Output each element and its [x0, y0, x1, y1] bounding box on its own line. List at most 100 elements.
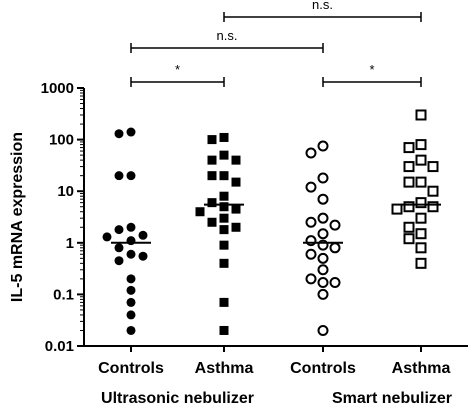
data-point [317, 288, 329, 300]
data-point [391, 203, 403, 215]
data-point [403, 221, 415, 233]
data-point [219, 171, 229, 181]
data-point [317, 212, 329, 224]
data-point [317, 172, 329, 184]
data-point [114, 129, 124, 139]
data-point [231, 177, 241, 187]
data-point [219, 191, 229, 201]
bracket-0 [130, 77, 225, 87]
data-point [427, 201, 439, 213]
bracket-label-3: n.s. [312, 0, 333, 12]
data-point [317, 193, 329, 205]
data-point [126, 325, 136, 335]
data-point [138, 230, 148, 240]
category-label-3: Asthma [392, 360, 451, 377]
data-point [231, 204, 241, 214]
data-points [102, 109, 439, 336]
axes [77, 87, 468, 352]
data-point [415, 139, 427, 151]
data-point [126, 236, 136, 246]
category-label-0: Controls [98, 360, 164, 377]
data-point [317, 324, 329, 336]
data-point [329, 277, 341, 289]
data-point [415, 242, 427, 254]
data-point [231, 222, 241, 232]
data-point [305, 216, 317, 228]
bracket-3 [223, 12, 422, 22]
data-point [415, 212, 427, 224]
data-point [207, 135, 217, 145]
significance-brackets [130, 12, 422, 87]
group-label-0: Ultrasonic nebulizer [101, 390, 254, 407]
data-point [219, 240, 229, 250]
labels: 0.01 0.1 1 10 100 1000 Controls Asthma Controls A… [9, 0, 452, 407]
data-point [102, 232, 112, 242]
category-label-2: Controls [290, 360, 356, 377]
data-point [126, 310, 136, 320]
data-point [231, 155, 241, 165]
data-point [114, 256, 124, 266]
y-tick-label-1: 0.1 [53, 286, 74, 303]
data-point [305, 248, 317, 260]
bracket-2 [130, 43, 324, 53]
data-point [415, 109, 427, 121]
data-point [415, 228, 427, 240]
data-point [219, 213, 229, 223]
data-point [415, 197, 427, 209]
data-point [126, 222, 136, 232]
bracket-label-2: n.s. [217, 28, 238, 43]
data-point [207, 198, 217, 208]
y-tick-label-2: 1 [66, 235, 74, 252]
data-point [138, 251, 148, 261]
data-point [427, 185, 439, 197]
data-point [126, 297, 136, 307]
data-point [415, 176, 427, 188]
data-point [403, 176, 415, 188]
data-point [329, 219, 341, 231]
data-point [195, 207, 205, 217]
y-tick-label-4: 100 [49, 132, 74, 149]
data-point [126, 274, 136, 284]
data-point [403, 233, 415, 245]
data-point [403, 201, 415, 213]
data-point [305, 147, 317, 159]
data-point [207, 217, 217, 227]
data-point [305, 181, 317, 193]
data-point [126, 285, 136, 295]
data-point [126, 171, 136, 181]
data-point [207, 155, 217, 165]
data-point [219, 325, 229, 335]
y-tick-label-3: 10 [57, 183, 74, 200]
data-point [219, 258, 229, 268]
bracket-1 [322, 77, 422, 87]
data-point [305, 235, 317, 247]
data-point [219, 297, 229, 307]
data-point [317, 252, 329, 264]
data-point [207, 171, 217, 181]
y-tick-label-5: 1000 [41, 80, 74, 97]
data-point [329, 242, 341, 254]
data-point [305, 273, 317, 285]
data-point [403, 142, 415, 154]
bracket-label-1: * [369, 62, 374, 77]
bracket-label-0: * [175, 62, 180, 77]
category-label-1: Asthma [195, 360, 254, 377]
group-label-1: Smart nebulizer [332, 390, 452, 407]
data-point [415, 257, 427, 269]
data-point [126, 127, 136, 137]
y-tick-label-0: 0.01 [45, 338, 74, 355]
data-point [317, 277, 329, 289]
data-point [114, 171, 124, 181]
data-point [317, 264, 329, 276]
y-axis-label: IL-5 mRNA expression [9, 132, 26, 302]
data-point [219, 132, 229, 142]
data-point [219, 150, 229, 160]
data-point [427, 161, 439, 173]
data-point [403, 161, 415, 173]
data-point [219, 225, 229, 235]
data-point [114, 243, 124, 253]
data-point [415, 154, 427, 166]
data-point [317, 140, 329, 152]
data-point [317, 228, 329, 240]
